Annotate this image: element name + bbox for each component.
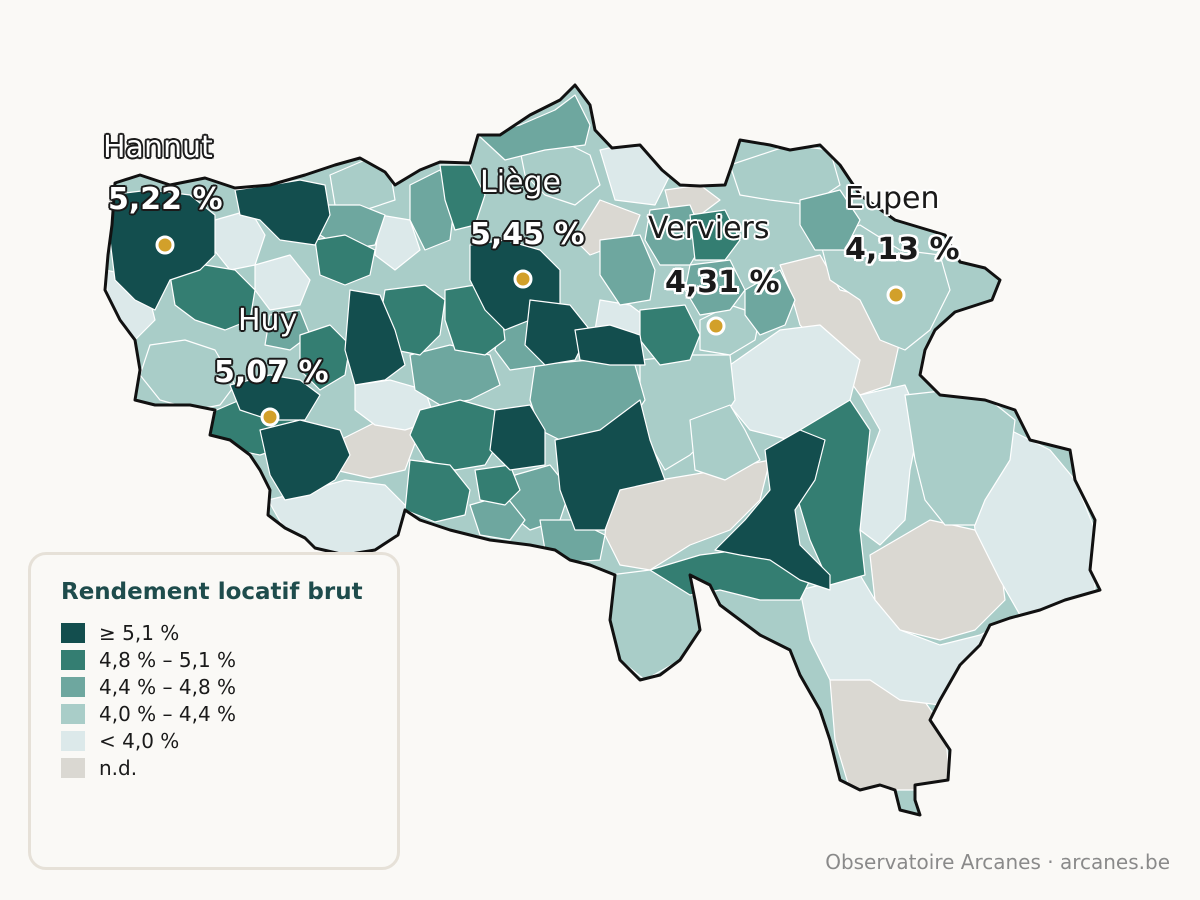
city-name: Liège [480, 165, 562, 200]
legend-row: ≥ 5,1 % [61, 619, 397, 646]
municipality-4-4-4-8[interactable] [599, 234, 656, 306]
municipality-ge-5-1[interactable] [344, 289, 406, 386]
municipality-4-8-5-1[interactable] [689, 209, 741, 261]
legend-row: 4,0 % – 4,4 % [61, 700, 397, 727]
legend: Rendement locatif brut ≥ 5,1 % 4,8 % – 5… [28, 552, 400, 870]
legend-label: 4,4 % – 4,8 % [99, 674, 237, 699]
city-name: Verviers [648, 211, 770, 246]
city-value: 4,31 % [665, 265, 780, 300]
municipality-4-4-4[interactable] [689, 404, 761, 481]
legend-rows: ≥ 5,1 % 4,8 % – 5,1 % 4,4 % – 4,8 % 4,0 … [61, 619, 397, 781]
legend-swatch [61, 757, 85, 778]
municipality-4-8-5-1[interactable] [299, 324, 351, 391]
municipality-4-8-5-1[interactable] [169, 264, 256, 331]
legend-row: < 4,0 % [61, 727, 397, 754]
municipality-4-4-4-8[interactable] [799, 189, 861, 251]
municipality-4-8-5-1[interactable] [474, 464, 521, 506]
municipality-4-4-4-8[interactable] [477, 94, 591, 161]
municipality-4-8-5-1[interactable] [439, 164, 486, 231]
municipality-ge-5-1[interactable] [524, 299, 591, 366]
municipality-4-4-4-8[interactable] [684, 259, 746, 316]
city-value: 5,45 % [470, 217, 585, 252]
legend-label: n.d. [99, 755, 138, 780]
municipality-4-4-4[interactable] [139, 339, 236, 411]
municipality-4-8-5-1[interactable] [409, 399, 501, 471]
legend-swatch [61, 622, 85, 643]
municipality-ge-5-1[interactable] [574, 324, 646, 366]
municipality-nd[interactable] [604, 459, 771, 571]
legend-row: 4,8 % – 5,1 % [61, 646, 397, 673]
city-value: 5,22 % [108, 182, 223, 217]
city-name: Eupen [845, 181, 940, 216]
legend-label: 4,8 % – 5,1 % [99, 647, 237, 672]
municipality-ge-5-1[interactable] [489, 404, 546, 471]
municipality-ge-5-1[interactable] [554, 399, 666, 531]
municipality-ge-5-1[interactable] [259, 419, 351, 501]
city-marker-4[interactable] [260, 407, 280, 427]
city-marker-2[interactable] [706, 316, 726, 336]
city-value: 4,13 % [845, 232, 960, 267]
legend-row: 4,4 % – 4,8 % [61, 673, 397, 700]
legend-label: 4,0 % – 4,4 % [99, 701, 237, 726]
legend-label: < 4,0 % [99, 728, 180, 753]
credit: Observatoire Arcanes · arcanes.be [825, 850, 1170, 874]
municipality-lt-4[interactable] [374, 214, 421, 271]
municipality-ge-5-1[interactable] [234, 179, 331, 246]
legend-row: n.d. [61, 754, 397, 781]
municipality-4-4-4[interactable] [819, 224, 951, 351]
municipality-ge-5-1[interactable] [229, 374, 321, 421]
legend-label: ≥ 5,1 % [99, 620, 180, 645]
city-name: Hannut [103, 130, 213, 165]
municipality-4-4-4-8[interactable] [744, 269, 796, 336]
city-marker-1[interactable] [513, 269, 533, 289]
city-marker-3[interactable] [886, 285, 906, 305]
municipality-ge-5-1[interactable] [714, 429, 831, 591]
city-marker-0[interactable] [155, 235, 175, 255]
city-name: Huy [238, 303, 298, 338]
city-value: 5,07 % [214, 355, 329, 390]
legend-swatch [61, 649, 85, 670]
legend-swatch [61, 703, 85, 724]
city-markers [155, 235, 906, 427]
legend-swatch [61, 676, 85, 697]
legend-swatch [61, 730, 85, 751]
legend-title: Rendement locatif brut [61, 579, 363, 605]
municipality-4-8-5-1[interactable] [314, 234, 376, 286]
